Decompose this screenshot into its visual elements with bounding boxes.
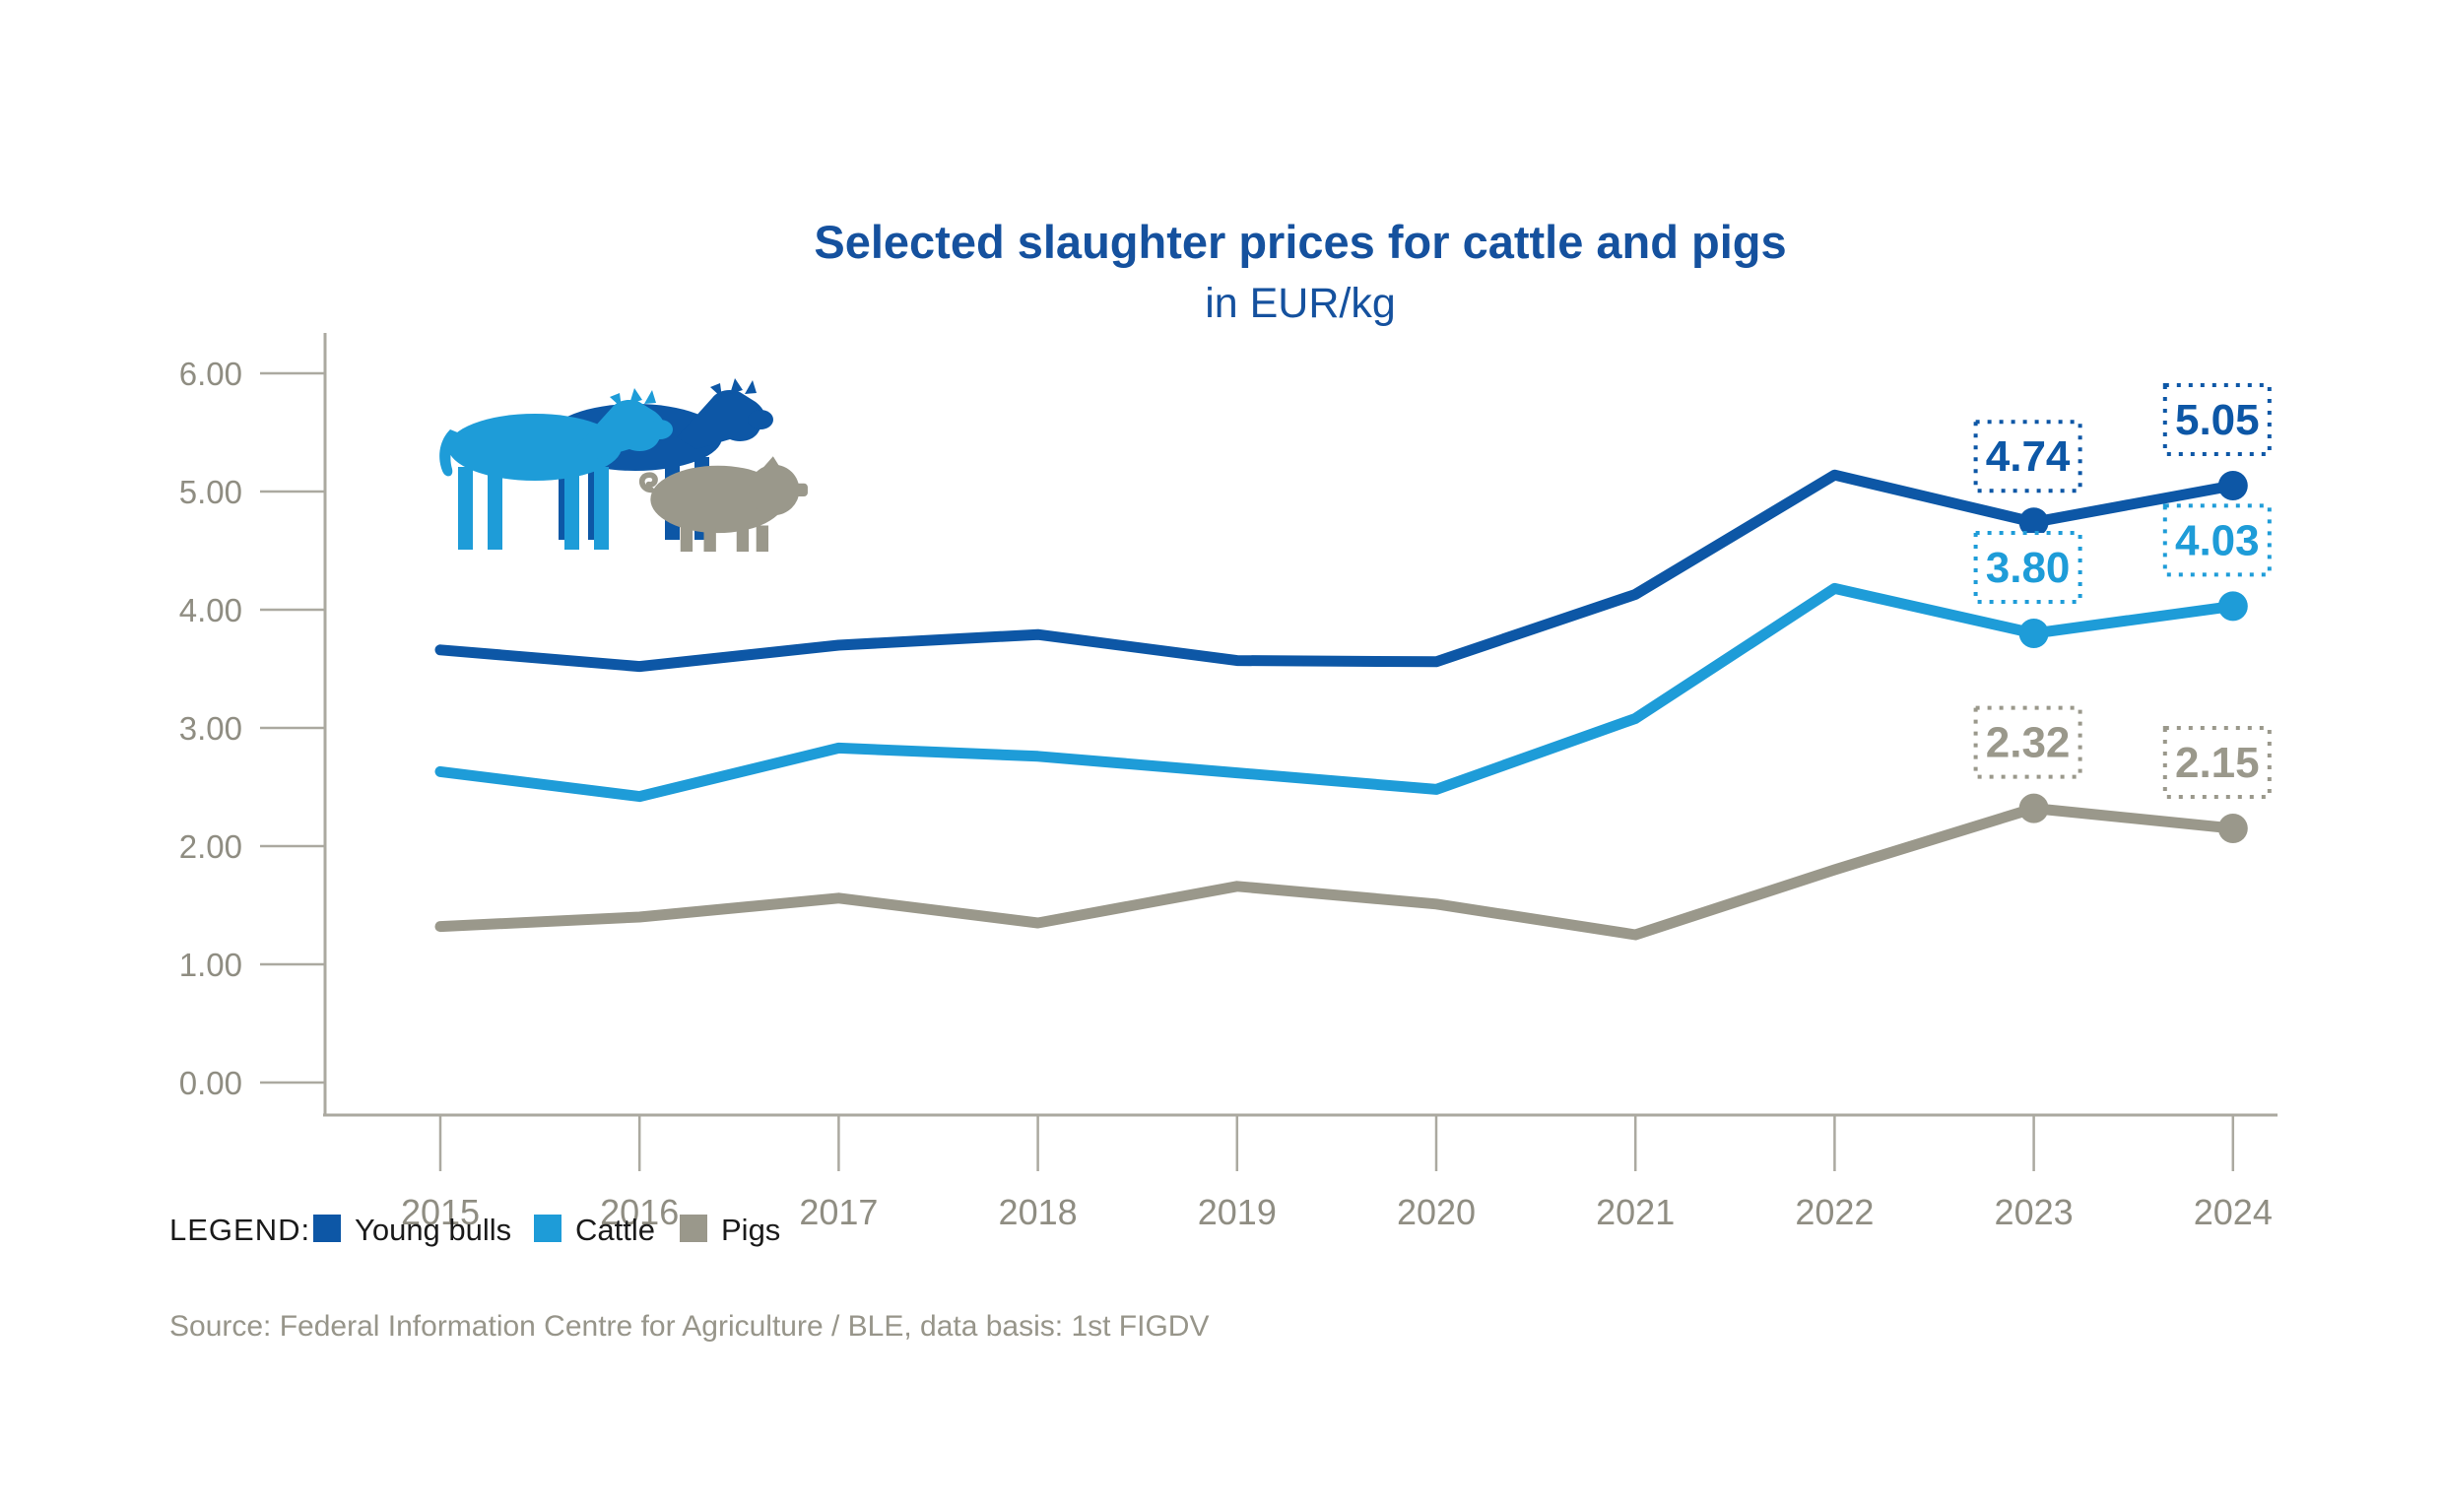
- chart-subtitle: in EUR/kg: [1205, 280, 1396, 327]
- y-tick-label: 1.00: [179, 947, 242, 983]
- data-point-young-bulls-2023: [2018, 507, 2049, 538]
- x-tick-label-2017: 2017: [799, 1192, 878, 1232]
- x-tick-label-2021: 2021: [1596, 1192, 1675, 1232]
- x-tick-label-2022: 2022: [1795, 1192, 1874, 1232]
- legend-caption: LEGEND:: [169, 1213, 310, 1247]
- y-tick-label: 3.00: [179, 710, 242, 747]
- value-label-box-young-bulls-2023: [1973, 420, 2082, 493]
- value-label-box-pigs-2023: [1973, 705, 2082, 779]
- legend-label-cattle: Cattle: [575, 1213, 655, 1247]
- data-point-young-bulls-2024: [2217, 471, 2248, 500]
- x-tick-label-2018: 2018: [999, 1192, 1078, 1232]
- source-note: Source: Federal Information Centre for A…: [169, 1310, 1209, 1343]
- value-label-cattle-2023: 3.80: [1986, 544, 2071, 592]
- chart-title: Selected slaughter prices for cattle and…: [814, 216, 1786, 268]
- legend-label-pigs: Pigs: [721, 1213, 780, 1247]
- legend-label-young-bulls: Young bulls: [355, 1213, 511, 1247]
- value-label-box-cattle-2024: [2162, 503, 2272, 577]
- series-line-pigs: [434, 803, 2239, 941]
- data-point-pigs-2023: [2018, 793, 2049, 823]
- data-point-cattle-2024: [2217, 591, 2248, 622]
- value-label-box-cattle-2023: [1973, 531, 2082, 604]
- series-line-young-bulls: [434, 469, 2239, 673]
- legend-swatch-cattle: [534, 1215, 561, 1242]
- value-label-young-bulls-2023: 4.74: [1986, 432, 2071, 481]
- value-label-pigs-2023: 2.32: [1986, 719, 2071, 767]
- x-tick-label-2016: 2016: [600, 1192, 679, 1232]
- value-label-box-young-bulls-2024: [2162, 383, 2272, 456]
- y-tick-label: 6.00: [179, 356, 242, 392]
- light-cattle-icon: [439, 388, 673, 550]
- data-point-pigs-2024: [2217, 814, 2248, 843]
- x-tick-label-2019: 2019: [1198, 1192, 1277, 1232]
- x-tick-label-2015: 2015: [401, 1192, 480, 1232]
- y-tick-label: 0.00: [179, 1065, 242, 1101]
- axes: 0.00 1.00 2.00 3.00 4.00 5.00 6.00 2015 2016 2017…: [179, 333, 2278, 1232]
- y-tick-label: 4.00: [179, 592, 242, 628]
- value-label-young-bulls-2024: 5.05: [2175, 396, 2260, 444]
- series-plot: 4.74 5.05 3.80 4.03 2.32 2.15: [434, 383, 2272, 941]
- series-line-cattle: [434, 582, 2239, 803]
- y-tick-label: 2.00: [179, 828, 242, 865]
- x-tick-label-2020: 2020: [1397, 1192, 1476, 1232]
- value-label-pigs-2024: 2.15: [2175, 739, 2260, 787]
- legend-swatch-young-bulls: [313, 1215, 341, 1242]
- pig-icon: [638, 456, 808, 553]
- x-tick-label-2024: 2024: [2194, 1192, 2273, 1232]
- value-label-box-pigs-2024: [2162, 726, 2272, 799]
- livestock-illustration: [439, 378, 808, 553]
- data-point-cattle-2023: [2018, 619, 2049, 648]
- value-label-cattle-2024: 4.03: [2175, 516, 2260, 564]
- y-tick-label: 5.00: [179, 474, 242, 510]
- legend: LEGEND: Young bulls Cattle Pigs: [169, 1213, 780, 1247]
- legend-swatch-pigs: [680, 1215, 707, 1242]
- x-tick-label-2023: 2023: [1995, 1192, 2074, 1232]
